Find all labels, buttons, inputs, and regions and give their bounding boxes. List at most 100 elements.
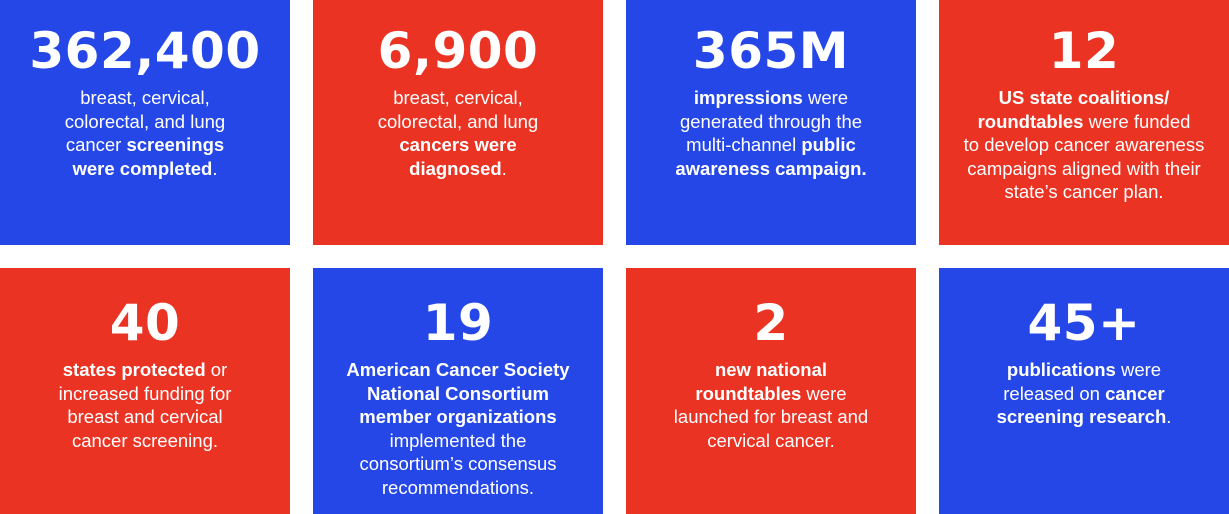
emphasis-text: awareness campaign.	[675, 157, 867, 179]
emphasis-text: National Consortium	[367, 382, 549, 404]
description-text: or	[205, 359, 228, 380]
description-text: implemented the	[389, 429, 527, 451]
stat-tile-coalitions: 12 US state coalitions/roundtables were …	[939, 0, 1229, 245]
emphasis-text: were completed	[72, 157, 213, 179]
description-line: American Cancer Society	[346, 358, 569, 382]
description-line: were completed.	[65, 157, 225, 181]
emphasis-text: states protected	[62, 359, 206, 380]
description-line: colorectal, and lung	[65, 110, 225, 134]
description-text: released on	[1003, 382, 1106, 404]
stat-number: 362,400	[29, 22, 261, 80]
description-text: generated through the	[679, 110, 863, 132]
description-line: breast, cervical,	[65, 86, 225, 110]
emphasis-text: public	[801, 134, 856, 156]
emphasis-text: screening research	[996, 406, 1167, 428]
description-text: .	[1166, 406, 1172, 428]
stat-description: publications were released on cancer scree…	[997, 358, 1172, 429]
description-text: .	[212, 157, 218, 179]
description-line: increased funding for	[59, 382, 232, 406]
description-line: cancer screening.	[59, 429, 232, 453]
description-line: generated through the	[675, 110, 866, 134]
description-text: colorectal, and lung	[377, 110, 539, 132]
description-line: roundtables were	[674, 382, 868, 406]
emphasis-text: US state coalitions/	[998, 87, 1170, 108]
stat-tile-publications: 45+ publications were released on cancer s…	[939, 268, 1229, 514]
description-line: campaigns aligned with their	[964, 157, 1205, 181]
description-line: consortium’s consensus	[346, 452, 569, 476]
description-line: screening research.	[997, 405, 1172, 429]
stat-description: US state coalitions/roundtables were fun…	[964, 86, 1205, 204]
stat-description: new national roundtables were launched for…	[674, 358, 868, 452]
description-text: launched for breast and	[673, 406, 869, 428]
description-text: breast, cervical,	[393, 87, 523, 108]
description-text: increased funding for	[58, 382, 232, 404]
description-line: cancers were	[378, 133, 538, 157]
description-text: multi-channel	[686, 134, 802, 156]
description-text: were funded	[1083, 110, 1191, 132]
stat-tile-screenings: 362,400 breast, cervical, colorectal, and…	[0, 0, 290, 245]
description-line: breast and cervical	[59, 405, 232, 429]
emphasis-text: new national	[714, 359, 828, 380]
description-text: were	[1115, 359, 1162, 380]
emphasis-text: diagnosed	[409, 157, 502, 179]
description-text: to develop cancer awareness	[963, 134, 1205, 156]
description-line: to develop cancer awareness	[964, 133, 1205, 157]
stat-number: 45+	[1027, 294, 1141, 352]
description-line: multi-channel public	[675, 133, 866, 157]
description-line: awareness campaign.	[675, 157, 866, 181]
stat-description: breast, cervical, colorectal, and lung can…	[378, 86, 538, 180]
description-line: new national	[674, 358, 868, 382]
stat-description: American Cancer Society National Consorti…	[346, 358, 569, 500]
description-line: implemented the	[346, 429, 569, 453]
emphasis-text: publications	[1006, 359, 1116, 380]
stat-number: 40	[109, 294, 181, 352]
stat-description: impressions were generated through the mul…	[675, 86, 866, 180]
stat-tile-impressions: 365M impressions were generated through t…	[626, 0, 916, 245]
description-line: roundtables were funded	[964, 110, 1205, 134]
stat-description: breast, cervical, colorectal, and lung can…	[65, 86, 225, 180]
description-text: cancer	[65, 134, 127, 156]
description-text: recommendations.	[381, 476, 535, 498]
description-line: launched for breast and	[674, 405, 868, 429]
description-line: colorectal, and lung	[378, 110, 538, 134]
emphasis-text: member organizations	[359, 406, 557, 428]
description-line: member organizations	[346, 405, 569, 429]
description-line: released on cancer	[997, 382, 1172, 406]
description-text: breast, cervical,	[80, 87, 210, 108]
emphasis-text: roundtables	[977, 110, 1084, 132]
emphasis-text: cancer	[1105, 382, 1165, 404]
description-text: were	[802, 87, 849, 108]
emphasis-text: screenings	[126, 134, 225, 156]
description-line: National Consortium	[346, 382, 569, 406]
stat-number: 19	[422, 294, 494, 352]
description-line: cancer screenings	[65, 133, 225, 157]
emphasis-text: roundtables	[695, 382, 802, 404]
stat-number: 365M	[692, 22, 850, 80]
emphasis-text: American Cancer Society	[346, 359, 570, 380]
description-text: cervical cancer.	[707, 429, 835, 451]
stat-tile-states: 40 states protected or increased funding …	[0, 268, 290, 514]
stat-number: 6,900	[377, 22, 539, 80]
description-text: .	[501, 157, 507, 179]
stat-number: 2	[753, 294, 789, 352]
description-line: breast, cervical,	[378, 86, 538, 110]
stat-number: 12	[1048, 22, 1120, 80]
description-text: cancer screening.	[71, 429, 219, 451]
description-text: were	[801, 382, 847, 404]
stat-tile-consortium: 19 American Cancer Society National Conso…	[313, 268, 603, 514]
description-text: consortium’s consensus	[359, 453, 557, 475]
description-text: state’s cancer plan.	[1004, 181, 1164, 203]
stat-tile-roundtables: 2 new national roundtables were launched f…	[626, 268, 916, 514]
stat-description: states protected or increased funding for…	[59, 358, 232, 452]
description-line: cervical cancer.	[674, 429, 868, 453]
description-text: breast and cervical	[67, 406, 223, 428]
description-line: impressions were	[675, 86, 866, 110]
description-text: campaigns aligned with their	[967, 157, 1201, 179]
description-text: colorectal, and lung	[64, 110, 226, 132]
description-line: publications were	[997, 358, 1172, 382]
description-line: recommendations.	[346, 476, 569, 500]
description-line: state’s cancer plan.	[964, 180, 1205, 204]
emphasis-text: cancers were	[399, 134, 517, 156]
stat-tile-diagnosed: 6,900 breast, cervical, colorectal, and l…	[313, 0, 603, 245]
